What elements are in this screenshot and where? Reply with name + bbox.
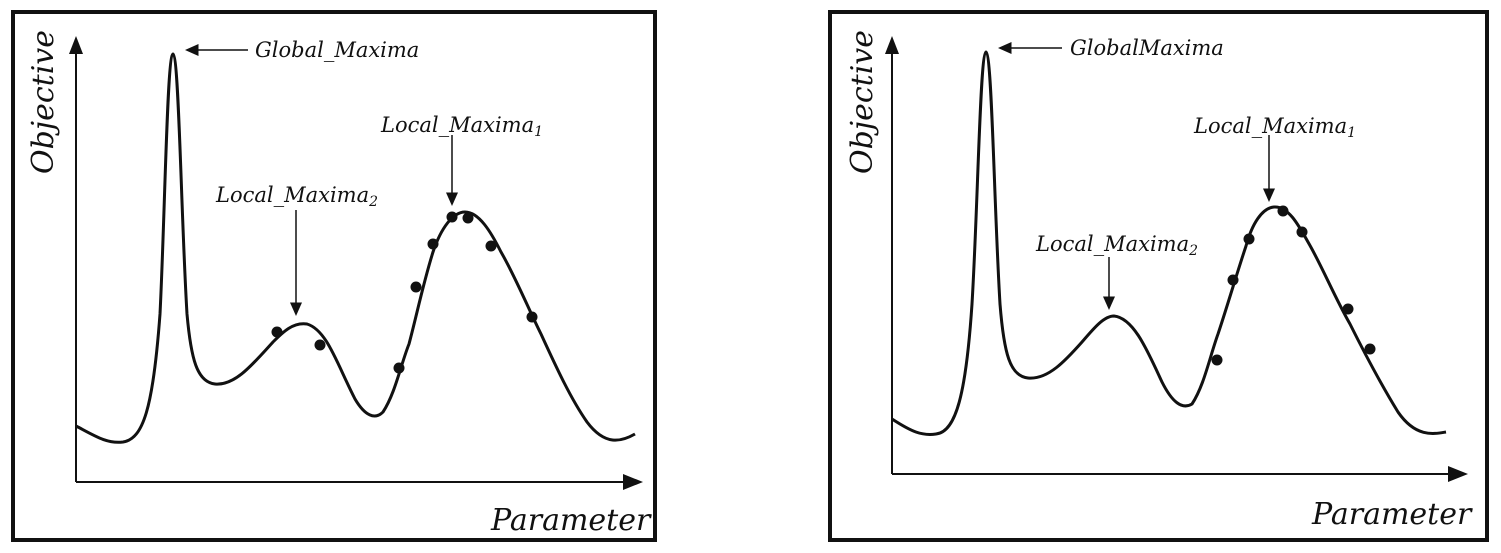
sample-point (1296, 226, 1308, 238)
sample-point (1227, 274, 1239, 286)
x-axis-label: Parameter (490, 503, 652, 538)
y-axis-arrowhead (69, 36, 83, 54)
global-maxima-label: GlobalMaxima (1070, 36, 1224, 60)
x-axis-arrowhead (623, 474, 643, 490)
local-maxima-2-label: Local_Maxima2 (1035, 232, 1198, 259)
objective-curve (891, 50, 1447, 436)
sample-point (526, 311, 538, 323)
global-maxima-label: Global_Maxima (255, 38, 419, 62)
sample-point (485, 240, 497, 252)
sample-point (1364, 343, 1376, 355)
left-diagram-svg: Global_Maxima Local_Maxima1 Local_Maxima… (26, 30, 652, 538)
sample-point (446, 211, 458, 223)
x-axis-arrowhead (1448, 466, 1468, 482)
local-maxima-2-label: Local_Maxima2 (215, 183, 378, 210)
y-axis-arrowhead (885, 36, 899, 54)
y-axis-label: Objective (26, 30, 61, 174)
sample-point (314, 339, 326, 351)
sample-point (1243, 233, 1255, 245)
local-maxima-1-label: Local_Maxima1 (380, 113, 543, 140)
sample-point (393, 362, 405, 374)
sample-point (410, 281, 422, 293)
sample-point (1342, 303, 1354, 315)
right-diagram-panel: GlobalMaxima Local_Maxima1 Local_Maxima2… (828, 10, 1489, 542)
sample-point (427, 238, 439, 250)
sample-point (1277, 205, 1289, 217)
sample-point (462, 212, 474, 224)
objective-curve (75, 52, 636, 444)
sample-point (1211, 354, 1223, 366)
right-diagram-svg: GlobalMaxima Local_Maxima1 Local_Maxima2… (845, 30, 1473, 532)
local-maxima-1-label: Local_Maxima1 (1193, 114, 1356, 141)
sample-point (271, 326, 283, 338)
x-axis-label: Parameter (1311, 497, 1473, 532)
y-axis-label: Objective (845, 30, 880, 174)
left-diagram-panel: Global_Maxima Local_Maxima1 Local_Maxima… (11, 10, 657, 542)
